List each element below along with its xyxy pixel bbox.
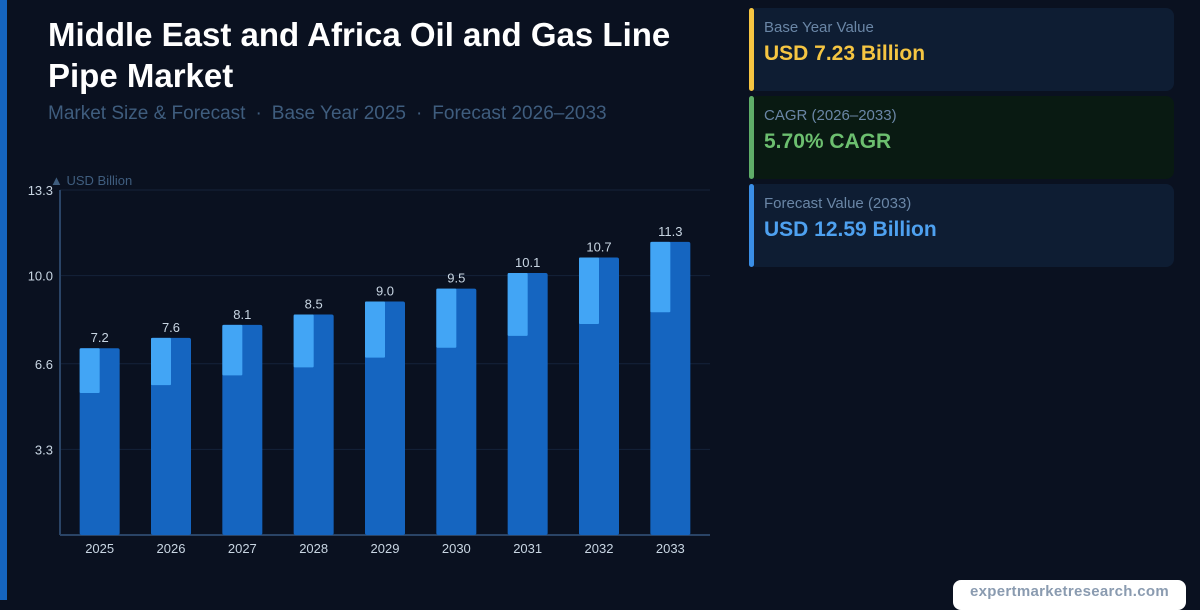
x-tick-label: 2033 <box>656 541 685 556</box>
y-tick-label: 10.0 <box>28 269 53 284</box>
bar-value-label: 7.2 <box>91 330 109 345</box>
subtitle-separator: · <box>415 103 423 124</box>
base-year-card: Base Year Value USD 7.23 Billion <box>749 8 1174 91</box>
x-tick-label: 2025 <box>85 541 114 556</box>
base-year-accent-bar <box>749 8 754 91</box>
bar-2032 <box>579 257 619 535</box>
subtitle-separator: · <box>255 103 262 124</box>
bar-2026 <box>151 337 191 535</box>
forecast-label: Forecast Value (2033) <box>764 195 912 212</box>
cagr-value: 5.70% CAGR <box>764 130 892 153</box>
bar-highlight-2032 <box>579 257 599 325</box>
bar-chart: 3.3 6.6 10.0 13.3▲ USD Billion 7.2 2025 7.6 202… <box>28 173 710 556</box>
subtitle-market-size: Market Size & Forecast <box>48 103 246 124</box>
bar-value-label: 10.7 <box>586 239 611 254</box>
bar-value-label: 9.0 <box>376 284 394 299</box>
x-tick-label: 2026 <box>157 541 186 556</box>
bar-highlight-2028 <box>293 314 314 368</box>
bar-highlight-2031 <box>507 273 528 336</box>
bar-2027 <box>222 324 263 535</box>
bar-highlight-2027 <box>222 324 243 376</box>
x-tick-label: 2032 <box>585 541 614 556</box>
x-tick-label: 2027 <box>228 541 257 556</box>
bar-value-label: 11.3 <box>658 224 682 239</box>
forecast-value: USD 12.59 Billion <box>764 218 937 241</box>
y-axis-title: ▲ USD Billion <box>50 173 132 188</box>
bar-2033 <box>650 241 691 535</box>
subtitle-forecast-period: Forecast 2026–2033 <box>432 103 607 124</box>
page-title: Middle East and Africa Oil and Gas Line … <box>48 16 671 94</box>
x-tick-label: 2030 <box>442 541 471 556</box>
cagr-card: CAGR (2026–2033) 5.70% CAGR <box>749 96 1174 179</box>
bar-value-label: 9.5 <box>447 271 465 286</box>
bar-value-label: 7.6 <box>162 320 180 335</box>
watermark[interactable]: expertmarketresearch.com <box>953 580 1186 610</box>
bar-2025 <box>79 348 120 535</box>
bar-highlight-2025 <box>79 348 100 394</box>
bar-value-label: 10.1 <box>515 255 540 270</box>
bar-2029 <box>365 301 405 535</box>
bar-highlight-2029 <box>365 301 385 358</box>
cagr-label: CAGR (2026–2033) <box>764 107 897 124</box>
bar-value-label: 8.1 <box>233 307 251 322</box>
y-tick-label: 13.3 <box>28 183 53 198</box>
base-year-label: Base Year Value <box>764 19 874 36</box>
bar-2031 <box>507 273 548 535</box>
bar-2028 <box>293 314 334 535</box>
y-tick-label: 3.3 <box>35 442 53 457</box>
bar-highlight-2026 <box>151 337 171 386</box>
cagr-accent-bar <box>749 96 754 179</box>
page-subtitle: Market Size & Forecast · Base Year 2025 · Fo… <box>48 102 607 126</box>
forecast-card: Forecast Value (2033) USD 12.59 Billion <box>749 184 1174 267</box>
x-tick-label: 2029 <box>371 541 400 556</box>
bar-2030 <box>436 288 477 535</box>
subtitle-base-year: Base Year 2025 <box>271 103 406 124</box>
bar-highlight-2030 <box>436 288 457 348</box>
base-year-value: USD 7.23 Billion <box>764 42 926 65</box>
x-tick-label: 2031 <box>513 541 542 556</box>
forecast-accent-bar <box>749 184 754 267</box>
accent-stripe <box>0 0 7 600</box>
bar-value-label: 8.5 <box>305 297 323 312</box>
y-tick-label: 6.6 <box>35 357 53 372</box>
x-tick-label: 2028 <box>299 541 328 556</box>
bar-highlight-2033 <box>650 241 671 313</box>
